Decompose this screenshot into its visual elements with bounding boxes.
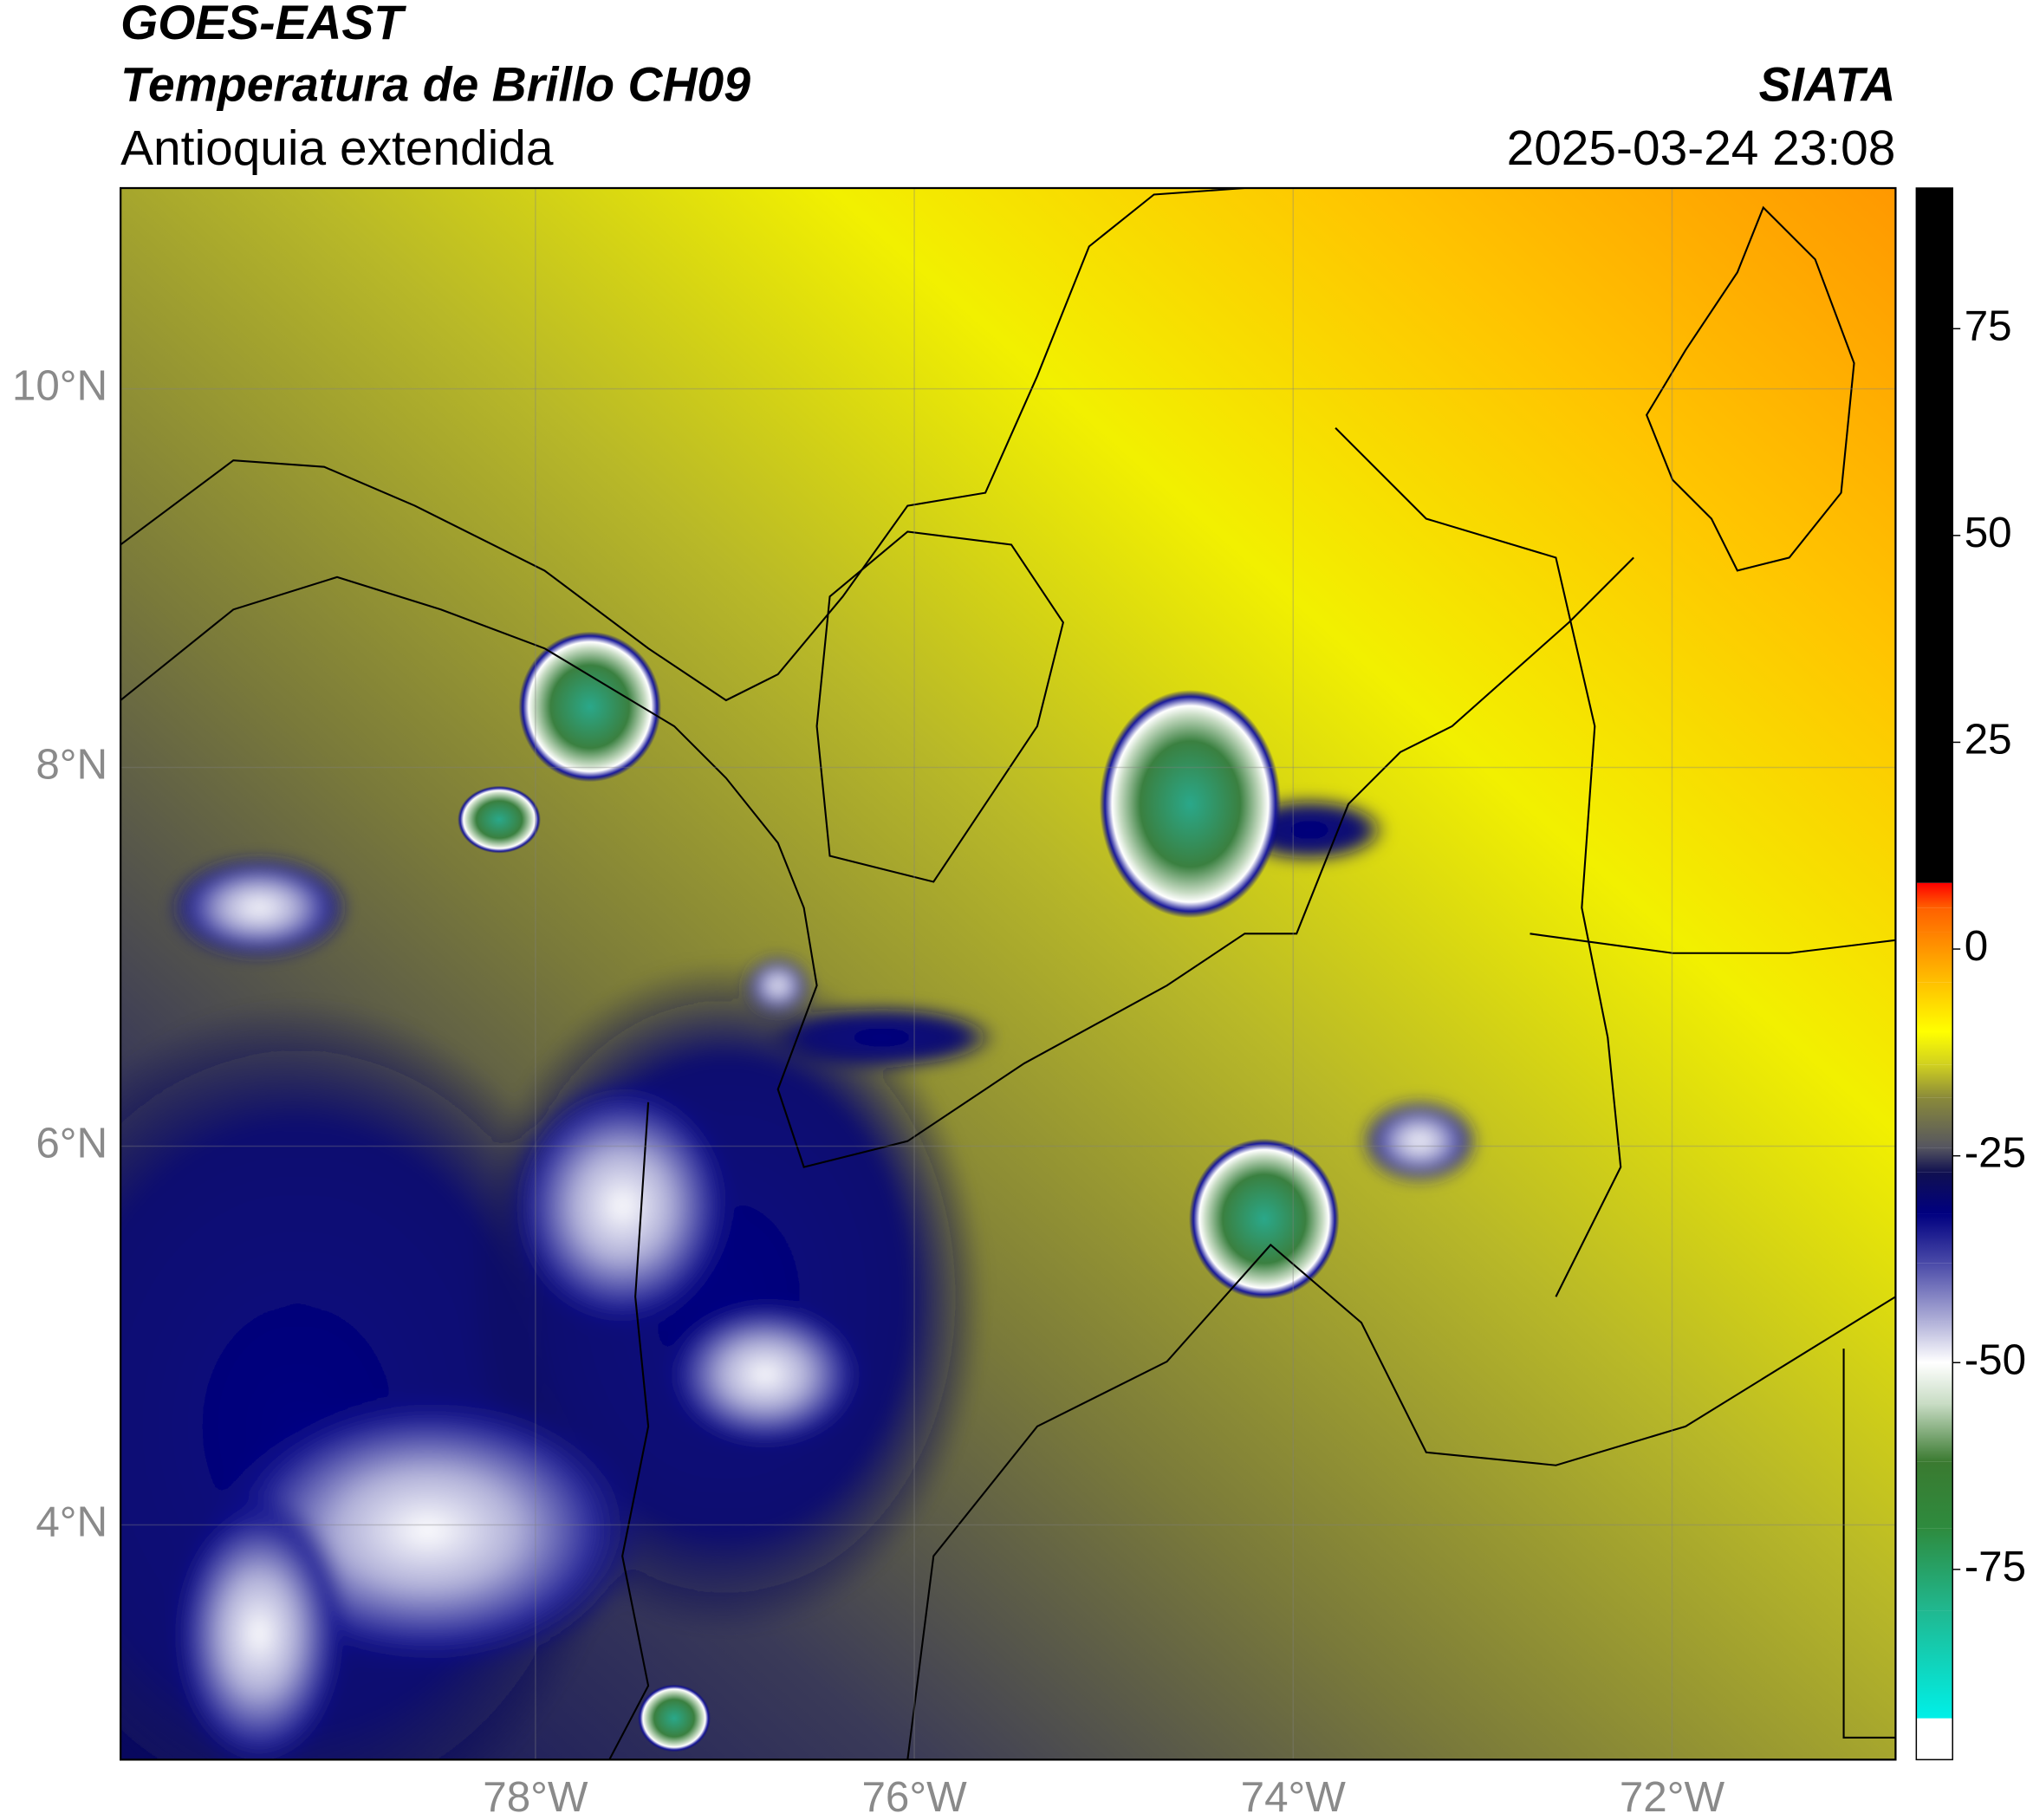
coastline: [120, 188, 1245, 702]
colorbar-segment: [1916, 1097, 1953, 1148]
colorbar-segment: [1916, 982, 1953, 1032]
x-tick-label: 78°W: [483, 1773, 588, 1820]
map-frame: [120, 186, 1897, 1761]
boundary: [1335, 427, 1622, 1297]
coastline: [1645, 205, 1855, 572]
cloud: [505, 1076, 739, 1336]
colorbar-segment: [1916, 1461, 1953, 1529]
boundary: [608, 1102, 650, 1760]
datetime: 2025-03-24 23:08: [1507, 121, 1896, 176]
boundary: [120, 556, 1634, 1168]
map-imagery: [120, 188, 1896, 1760]
colorbar-segment: [1916, 1263, 1953, 1322]
colorbar-segment: [1916, 1528, 1953, 1611]
boundary: [906, 1243, 1896, 1760]
colorbar-frame: [1915, 187, 1953, 1761]
grid-layer: [120, 188, 1896, 1760]
colorbar-segment: [1916, 1064, 1953, 1098]
boundary: [1530, 933, 1896, 954]
cloud: [745, 957, 811, 1015]
cloud: [764, 1004, 999, 1070]
colorbar-segment: [1916, 188, 1953, 883]
colorbar-tick-label: 75: [1965, 302, 2012, 349]
cloud: [168, 1491, 350, 1760]
y-tick-label: 4°N: [36, 1498, 107, 1546]
agency: SIATA: [1759, 58, 1896, 112]
colorbar-tick-label: -50: [1965, 1336, 2026, 1383]
colorbar-segment: [1916, 1321, 1953, 1363]
colorbar-segment: [1916, 1147, 1953, 1173]
colorbar-segment: [1916, 1718, 1953, 1760]
x-tick-label: 74°W: [1241, 1773, 1347, 1820]
colorbar-segment: [1916, 1213, 1953, 1264]
colorbar-segment: [1916, 1362, 1953, 1404]
colorbar-segment: [1916, 1031, 1953, 1065]
product-title: Temperatura de Brillo CH09: [120, 58, 750, 112]
colorbar-segment: [1916, 1172, 1953, 1214]
source-title: GOES-EAST: [120, 0, 406, 49]
y-tick-label: 6°N: [36, 1120, 107, 1167]
cloud: [1361, 1099, 1478, 1183]
colorbar-segment: [1916, 932, 1953, 983]
colorbar-segment: [1916, 1610, 1953, 1719]
y-tick-label: 10°N: [12, 362, 107, 410]
boundary: [815, 530, 1064, 883]
storm-cell: [1188, 1138, 1340, 1300]
colorbar-segment: [1916, 1403, 1953, 1462]
storm-cell: [458, 785, 541, 854]
colorbar-tick-label: -75: [1965, 1543, 2026, 1590]
colorbar-tick-label: 0: [1965, 922, 1988, 970]
y-tick-label: 8°N: [36, 741, 107, 789]
storm-cell: [638, 1684, 711, 1752]
x-tick-label: 72°W: [1620, 1773, 1725, 1820]
region-subtitle: Antioquia extendida: [120, 121, 554, 176]
colorbar-tick-label: 50: [1965, 509, 2012, 556]
colorbar-tick-label: 25: [1965, 716, 2012, 764]
colorbar-segment: [1916, 907, 1953, 933]
colorbar-segment: [1916, 882, 1953, 908]
x-tick-label: 76°W: [861, 1773, 967, 1820]
boundary: [1842, 1349, 1896, 1739]
storm-cell: [518, 631, 662, 783]
cloud-field: [120, 797, 1478, 1760]
colorbar: [1916, 188, 1953, 1760]
cloud: [168, 855, 350, 960]
storm-cell: [1099, 690, 1282, 919]
colorbar-tick-label: -25: [1965, 1129, 2026, 1177]
cloud: [661, 1297, 869, 1453]
